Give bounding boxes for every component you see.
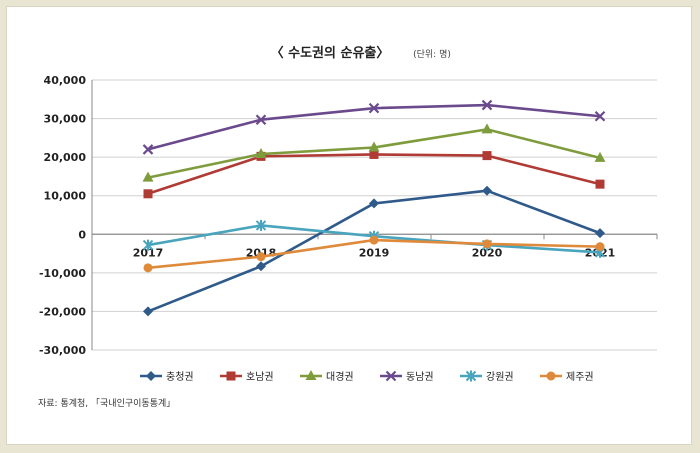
data-point	[368, 102, 380, 114]
legend-label: 충청권	[166, 371, 194, 383]
data-point	[255, 219, 267, 231]
legend-marker	[546, 371, 556, 381]
legend-marker	[305, 370, 317, 380]
data-point	[595, 242, 605, 252]
data-point	[482, 239, 492, 249]
y-tick-label: -20,000	[39, 305, 86, 318]
x-tick-label: 2020	[472, 246, 503, 259]
data-point	[482, 185, 492, 196]
legend-marker	[226, 371, 236, 381]
series-group	[142, 99, 606, 317]
y-tick-label: 0	[78, 228, 86, 241]
y-axis: 40,000 30,000 20,000 10,000 0 -10,000 -20,000 -…	[39, 74, 93, 357]
y-tick-label: -10,000	[39, 267, 86, 280]
data-point	[142, 239, 154, 251]
data-point	[594, 151, 606, 162]
chart-title: 〈 수도권의 순유출〉	[271, 45, 390, 61]
data-point	[369, 149, 379, 159]
data-point	[595, 179, 605, 189]
data-point	[256, 261, 266, 272]
legend-label: 호남권	[246, 371, 274, 383]
y-tick-label: 10,000	[44, 190, 87, 203]
y-tick-label: 40,000	[44, 74, 87, 87]
data-point	[142, 144, 154, 155]
data-point	[481, 123, 493, 134]
data-point	[142, 171, 154, 182]
legend-label: 제주권	[566, 371, 594, 383]
data-point	[369, 235, 379, 245]
data-point	[482, 151, 492, 161]
y-tick-label: 30,000	[44, 113, 87, 126]
y-tick-label: 20,000	[44, 151, 87, 164]
legend-label: 대경권	[326, 370, 354, 383]
data-point	[255, 114, 267, 126]
grid-lines	[92, 79, 657, 351]
legend-marker	[385, 370, 397, 382]
data-point	[143, 189, 153, 199]
legend-label: 동남권	[406, 371, 434, 383]
data-point	[256, 252, 266, 262]
legend-label: 강원권	[486, 371, 514, 383]
data-point	[143, 263, 153, 273]
data-point	[594, 110, 606, 122]
chart-unit: (단위: 명)	[413, 49, 451, 60]
legend-marker	[465, 370, 477, 382]
data-point	[255, 148, 267, 159]
data-point	[481, 99, 493, 111]
x-tick-label: 2017	[133, 246, 164, 259]
data-point	[143, 306, 153, 317]
series-line	[147, 153, 601, 196]
x-tick-label: 2019	[359, 246, 390, 259]
y-tick-label: -30,000	[39, 344, 86, 357]
data-point	[595, 228, 605, 239]
legend: 충청권 호남권 대경권 동남권 강원권 제주권	[140, 370, 594, 383]
source-note: 자료: 통계청, 「국내인구이동통계」	[38, 397, 175, 409]
data-point	[368, 141, 380, 152]
legend-marker	[146, 371, 156, 381]
data-point	[369, 198, 379, 209]
